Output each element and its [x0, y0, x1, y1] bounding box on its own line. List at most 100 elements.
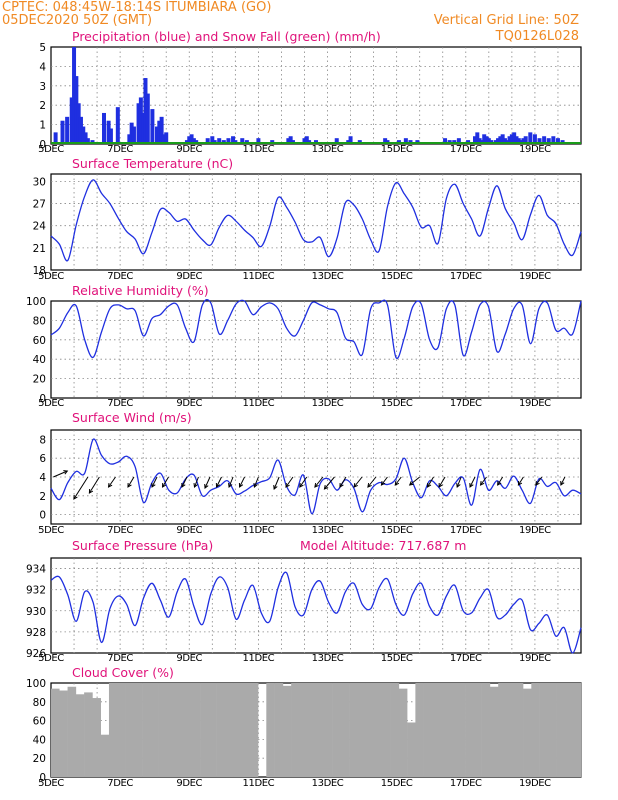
y-tick-label: 4 [39, 61, 46, 73]
precip-bar [69, 97, 74, 144]
x-tick-label: 5DEC [38, 398, 64, 409]
precip-bar [74, 76, 79, 144]
cloud-bar [332, 683, 342, 777]
cloud-bar [539, 683, 549, 777]
precip-bar [537, 138, 542, 144]
cloud-bar [299, 683, 309, 777]
wind-arrow [107, 476, 116, 488]
cloud-bar [216, 683, 226, 777]
x-tick-label: 15DEC [381, 778, 413, 789]
precip-bar [159, 116, 164, 144]
precip-bar [523, 136, 528, 144]
precip-bar [189, 134, 194, 144]
y-tick-label: 928 [26, 627, 46, 639]
precip-bar [475, 132, 480, 144]
wind-arrow [353, 476, 363, 488]
cloud-bar [349, 683, 358, 777]
precip-bar [507, 136, 512, 144]
panel-5: 926 928 930 932 934 5DEC 7DEC 9DEC 11DEC 13DEC 15D… [26, 538, 582, 664]
precip-bar [555, 138, 560, 144]
x-tick-label: 5DEC [38, 271, 64, 282]
cloud-bar [324, 683, 333, 777]
y-tick-label: 80 [33, 697, 46, 709]
series-line [50, 179, 582, 262]
cloud-bar [473, 683, 482, 777]
wind-arrow [535, 476, 543, 486]
panel-title: Relative Humidity (%) [72, 283, 209, 298]
wind-arrow [456, 476, 462, 488]
precip-bar [102, 112, 106, 144]
x-tick-label: 5DEC [38, 144, 64, 155]
wind-arrow [426, 476, 434, 488]
cloud-bar [365, 683, 375, 777]
cloud-bar [117, 683, 126, 777]
x-tick-label: 13DEC [312, 144, 344, 155]
y-tick-label: 2 [39, 100, 46, 112]
precip-bar [136, 103, 141, 144]
wind-arrow [204, 476, 211, 489]
precip-bar [383, 138, 388, 144]
x-tick-label: 7DEC [107, 398, 133, 409]
y-tick-label: 100 [26, 296, 46, 308]
series-line [50, 438, 582, 515]
x-tick-label: 15DEC [381, 398, 413, 409]
precip-bar [542, 136, 547, 144]
y-tick-label: 0 [39, 510, 46, 522]
x-tick-label: 19DEC [519, 271, 551, 282]
precip-bar [304, 136, 309, 144]
x-tick-label: 9DEC [176, 778, 202, 789]
cloud-bar [233, 683, 242, 777]
y-tick-label: 2 [39, 491, 46, 503]
panel-6: 0 20 40 60 80 100 5DEC 7DEC 9DEC 11DEC 13DEC 15DEC 1… [26, 665, 582, 789]
panels-layer: 0 1 2 3 4 5 5DEC 7DEC 9DEC 11DEC 13DEC 15DEC 17DEC 19… [26, 29, 582, 789]
precip-bar [509, 134, 514, 144]
wind-arrow [517, 476, 524, 486]
x-tick-label: 9DEC [176, 398, 202, 409]
plot-frame [50, 173, 582, 271]
cloud-bar [191, 683, 201, 777]
x-tick-label: 7DEC [107, 653, 133, 664]
x-tick-label: 11DEC [243, 525, 275, 536]
cloud-bar [100, 734, 110, 777]
precip-bar [161, 134, 166, 144]
wind-arrow [88, 476, 100, 494]
precip-bar [60, 120, 65, 144]
x-tick-label: 11DEC [243, 778, 275, 789]
cloud-bar [224, 683, 234, 777]
precip-bar [115, 107, 120, 144]
precip-bar [473, 136, 477, 144]
precip-bar [205, 138, 210, 144]
wind-arrow [497, 476, 504, 486]
wind-arrow [438, 476, 446, 488]
x-tick-label: 17DEC [450, 525, 482, 536]
precip-bar [145, 93, 150, 144]
y-tick-label: 930 [26, 606, 46, 618]
x-tick-label: 17DEC [450, 398, 482, 409]
precip-bar [85, 138, 90, 144]
station-header: CPTEC: 048:45W-18:14S ITUMBIARA (GO) [2, 0, 271, 15]
x-tick-label: 11DEC [243, 271, 275, 282]
precip-bar [528, 132, 533, 144]
cloud-bar [481, 683, 491, 777]
precip-bar [500, 134, 505, 144]
cloud-bar [51, 688, 60, 777]
x-tick-label: 9DEC [176, 525, 202, 536]
wind-arrow [193, 476, 199, 488]
cloud-bar [506, 683, 516, 777]
y-tick-label: 24 [33, 221, 47, 233]
wind-arrow [394, 476, 402, 486]
y-tick-label: 932 [26, 585, 46, 597]
precip-bar [131, 126, 136, 144]
cloud-bar [142, 683, 151, 777]
cloud-bar [266, 683, 275, 777]
precip-bar [127, 134, 132, 144]
cloud-bar [547, 683, 557, 777]
x-tick-label: 7DEC [107, 778, 133, 789]
precip-bar [512, 132, 517, 144]
y-tick-label: 80 [33, 315, 46, 327]
cloud-bar [108, 683, 118, 777]
precip-bar [477, 138, 482, 144]
panel-subtitle: Model Altitude: 717.687 m [300, 538, 466, 553]
x-tick-label: 13DEC [312, 398, 344, 409]
